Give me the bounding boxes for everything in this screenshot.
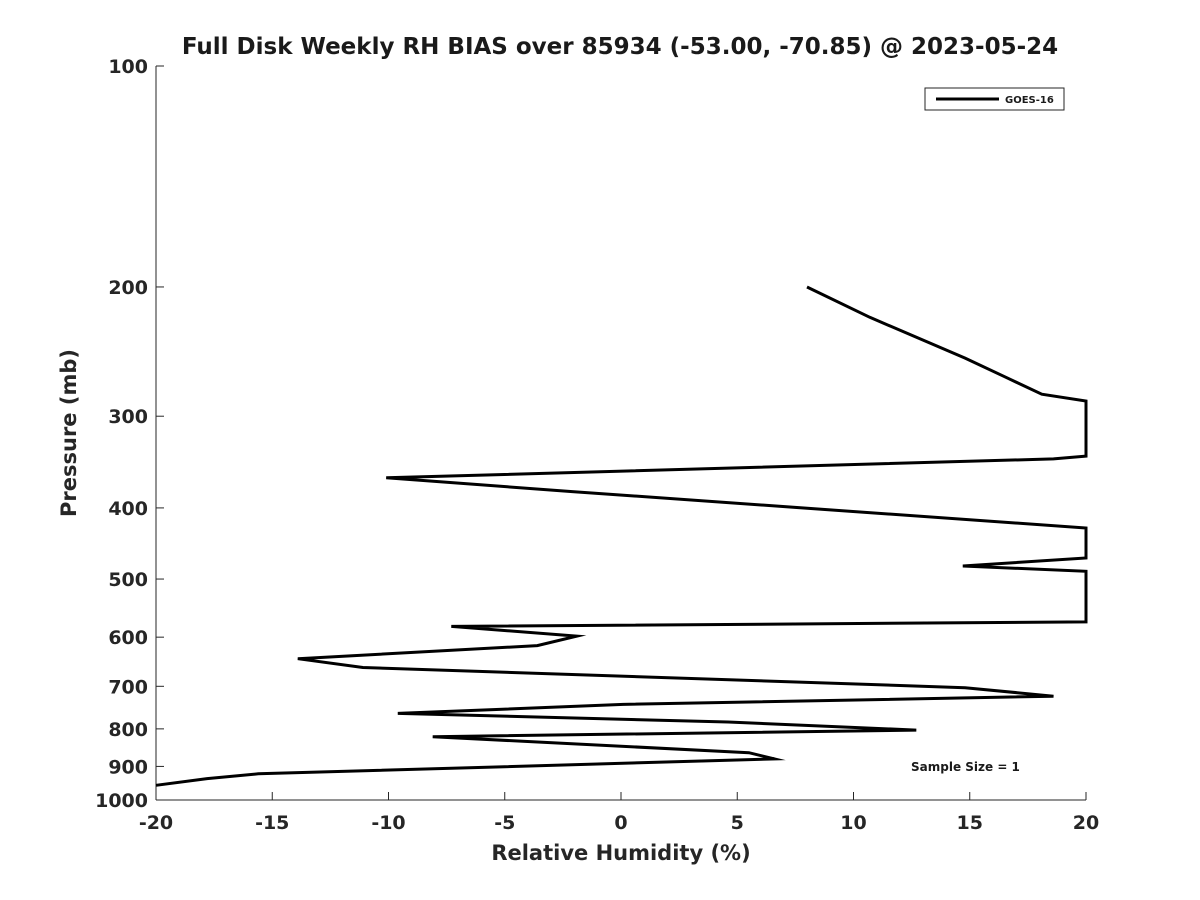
x-tick-label: 20 [1073,812,1099,834]
y-tick-label: 600 [108,627,148,649]
x-tick-label: 5 [731,812,744,834]
y-tick-label: 200 [108,277,148,299]
x-tick-label: -5 [494,812,515,834]
y-tick-label: 900 [108,756,148,778]
y-tick-label: 400 [108,498,148,520]
x-tick-label: 15 [957,812,983,834]
chart-title: Full Disk Weekly RH BIAS over 85934 (-53… [182,34,1058,60]
x-axis-label: Relative Humidity (%) [491,841,750,865]
y-tick-label: 800 [108,719,148,741]
y-ticks: 100 200 300 400 500 600 700 800 900 1000 [95,56,164,812]
x-ticks: -20 -15 -10 -5 0 5 10 15 20 [139,792,1099,834]
x-tick-label: 0 [614,812,627,834]
legend-label-goes-16: GOES-16 [1005,95,1054,106]
y-tick-label: 500 [108,569,148,591]
y-tick-label: 1000 [95,790,148,812]
y-tick-label: 100 [108,56,148,78]
series-layer [155,285,1088,787]
plot-axes [155,66,1086,801]
x-tick-label: -10 [371,812,405,834]
x-tick-label: -15 [255,812,289,834]
y-axis-label: Pressure (mb) [57,349,81,517]
sample-size-annotation: Sample Size = 1 [911,760,1020,774]
x-tick-label: -20 [139,812,173,834]
y-tick-label: 700 [108,676,148,698]
series-line-goes-16 [155,285,1088,787]
x-tick-label: 10 [840,812,866,834]
y-tick-label: 300 [108,406,148,428]
legend: GOES-16 [924,87,1065,111]
